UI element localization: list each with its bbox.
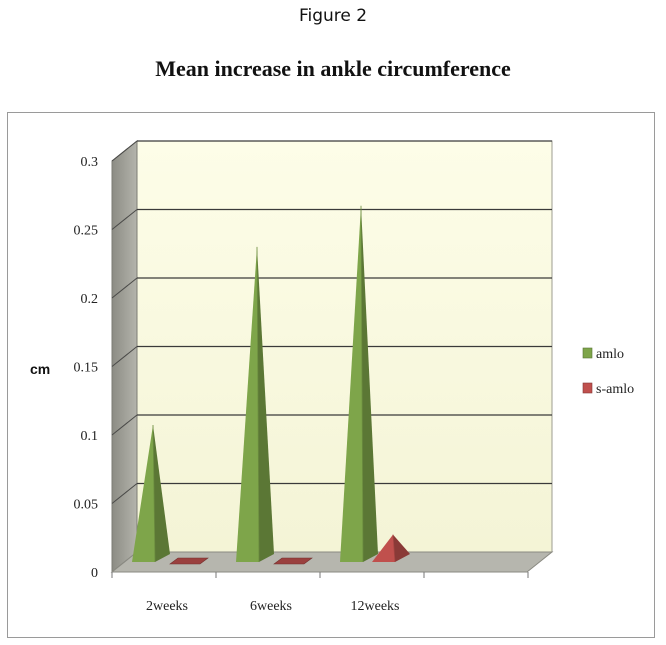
y-tick-label: 0.1 <box>81 429 99 444</box>
y-axis-label: cm <box>30 361 50 377</box>
legend-swatch <box>583 348 592 358</box>
y-tick-label: 0.3 <box>81 155 99 170</box>
y-tick-label: 0.2 <box>81 292 99 307</box>
legend-label: s-amlo <box>596 382 634 397</box>
legend-swatch <box>583 383 592 393</box>
x-tick-label: 2weeks <box>146 599 188 614</box>
legend-item-amlo: amlo <box>583 347 624 362</box>
legend-item-s-amlo: s-amlo <box>583 382 634 397</box>
y-tick-label: 0 <box>91 566 98 581</box>
y-tick-label: 0.25 <box>74 224 99 239</box>
y-tick-label: 0.15 <box>74 361 99 376</box>
y-tick-label: 0.05 <box>74 498 99 513</box>
x-tick-label: 6weeks <box>250 599 292 614</box>
x-tick-label: 12weeks <box>351 599 400 614</box>
legend-label: amlo <box>596 347 624 362</box>
